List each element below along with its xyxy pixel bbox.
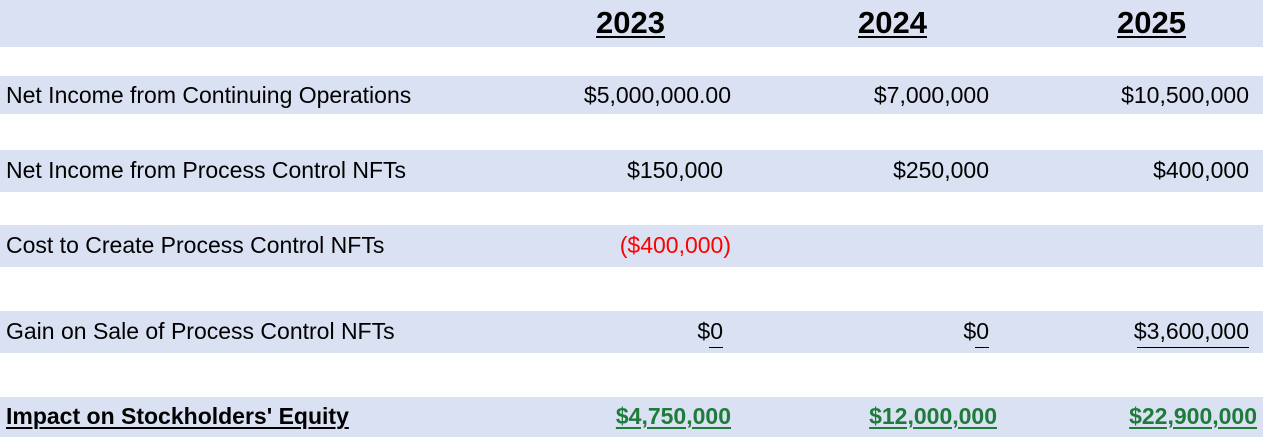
header-2025[interactable]: 2025 (1117, 5, 1186, 40)
total-label[interactable]: Impact on Stockholders' Equity (6, 403, 349, 429)
total-2025[interactable]: $22,900,000 (1129, 403, 1257, 429)
underline (1137, 346, 1249, 348)
cell-nft-gain-2023-value: $0 (697, 318, 723, 344)
cell-nft-gain-2025-value: $3,600,000 (1133, 318, 1249, 344)
cell-nft-cost-2023[interactable]: ($400,000) (619, 232, 731, 258)
row-label-nft-cost[interactable]: Cost to Create Process Control NFTs (6, 232, 385, 258)
cell-nft-gain-2024-value: $0 (963, 318, 989, 344)
header-2024[interactable]: 2024 (858, 5, 927, 40)
total-band (0, 397, 1263, 437)
cell-continuing-ops-2024[interactable]: $7,000,000 (873, 82, 989, 108)
row-label-continuing-ops[interactable]: Net Income from Continuing Operations (6, 82, 412, 108)
row-label-nft-gain[interactable]: Gain on Sale of Process Control NFTs (6, 318, 395, 344)
underline (709, 346, 723, 348)
total-2024[interactable]: $12,000,000 (869, 403, 997, 429)
header-2023[interactable]: 2023 (596, 5, 665, 40)
row-band-3 (0, 225, 1263, 267)
cell-continuing-ops-2023[interactable]: $5,000,000.00 (583, 82, 731, 108)
row-band-2 (0, 150, 1263, 192)
total-2023[interactable]: $4,750,000 (615, 403, 731, 429)
cell-nft-gain-2023[interactable]: $0 (697, 318, 723, 348)
cell-continuing-ops-2025[interactable]: $10,500,000 (1121, 82, 1249, 108)
cell-nft-income-2025[interactable]: $400,000 (1153, 157, 1249, 183)
cell-nft-gain-2025[interactable]: $3,600,000 (1133, 318, 1249, 348)
cell-nft-income-2024[interactable]: $250,000 (893, 157, 989, 183)
cell-nft-income-2023[interactable]: $150,000 (627, 157, 723, 183)
row-band-4 (0, 311, 1263, 353)
header-band (0, 0, 1263, 47)
underline (975, 346, 989, 348)
row-band-1 (0, 76, 1263, 114)
row-label-nft-income[interactable]: Net Income from Process Control NFTs (6, 157, 407, 183)
cell-nft-gain-2024[interactable]: $0 (963, 318, 989, 348)
